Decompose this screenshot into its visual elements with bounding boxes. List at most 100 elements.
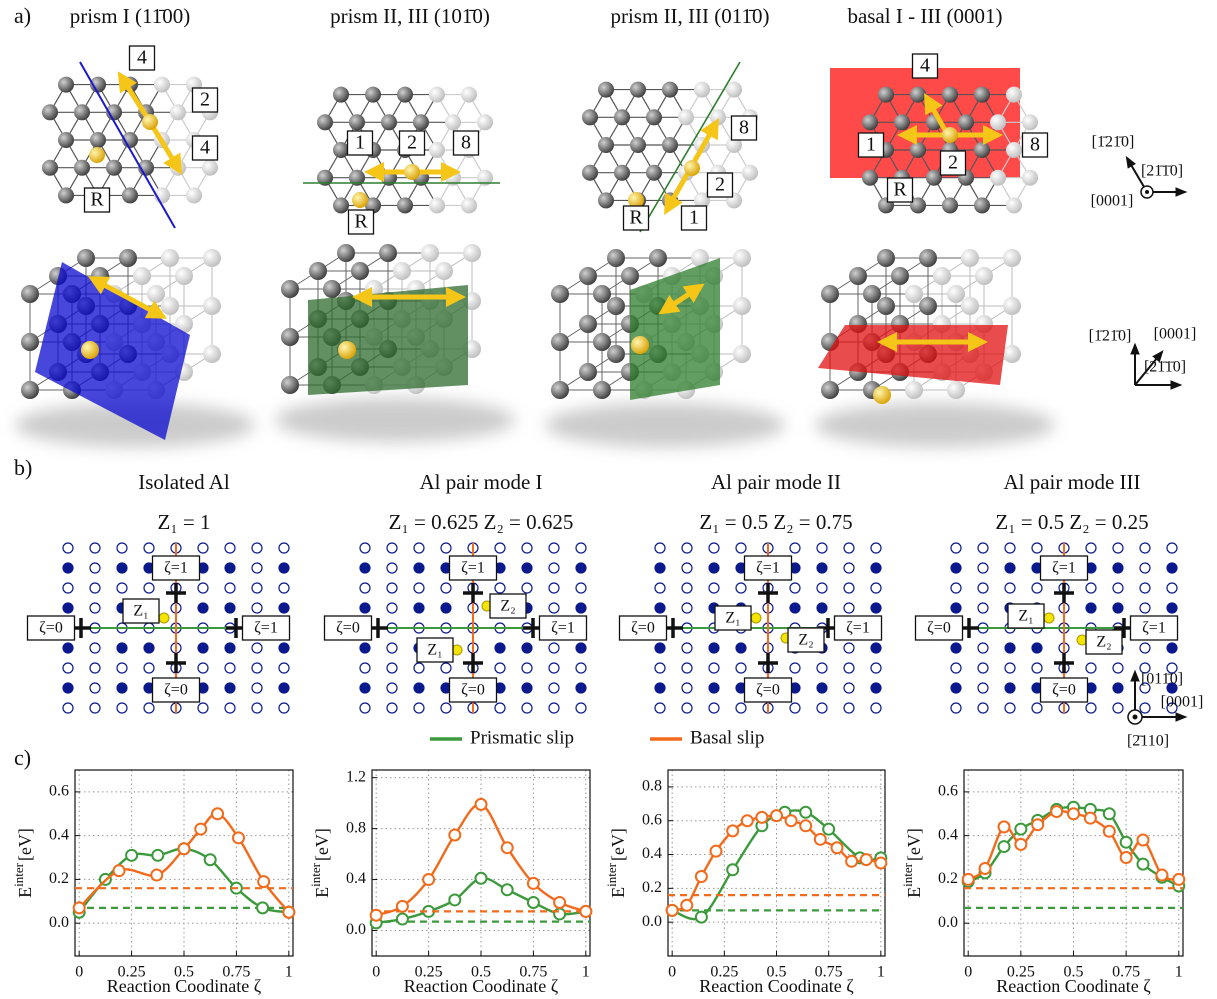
y-label-sup: inter: [604, 862, 619, 886]
lattice-site: [360, 703, 370, 713]
data-point: [823, 824, 834, 835]
lattice-site: [682, 663, 692, 673]
lattice-site: [736, 543, 746, 553]
lattice-site: [1005, 703, 1015, 713]
lattice-site: [817, 583, 827, 593]
x-tick-label: 1: [285, 964, 293, 981]
atom: [598, 137, 614, 153]
x-axis-label: Reaction Coodinate ζ: [996, 976, 1151, 996]
atom: [463, 244, 481, 262]
atom: [119, 249, 137, 267]
al-atom: [751, 613, 761, 623]
atom: [733, 345, 751, 363]
lattice-site: [1086, 663, 1096, 673]
lattice-site: [1113, 563, 1123, 573]
lattice-site: [1167, 583, 1177, 593]
data-point: [771, 810, 782, 821]
lattice-site: [951, 603, 961, 613]
atom: [333, 142, 349, 158]
atom: [365, 87, 381, 103]
al-atom: [159, 613, 169, 623]
lattice-site: [225, 583, 235, 593]
box-label: 4: [137, 47, 147, 69]
lattice-site: [709, 543, 719, 553]
lattice-site: [252, 563, 262, 573]
lattice-site: [1140, 543, 1150, 553]
atom: [81, 341, 99, 359]
atom: [90, 132, 106, 148]
atom: [905, 285, 923, 303]
lattice-site: [441, 663, 451, 673]
box-label: 1: [355, 132, 365, 154]
atom: [878, 87, 894, 103]
lattice-site: [951, 583, 961, 593]
atom: [974, 142, 990, 158]
lattice-site: [871, 703, 881, 713]
lattice-site: [549, 603, 559, 613]
data-point: [727, 825, 738, 836]
lattice-site: [387, 683, 397, 693]
atom: [77, 249, 95, 267]
atom: [429, 197, 445, 213]
lattice-site: [90, 543, 100, 553]
lattice-site: [709, 663, 719, 673]
lattice-site: [844, 663, 854, 673]
atom: [582, 109, 598, 125]
y-label-sup: inter: [11, 862, 26, 886]
box-label: ζ=1: [756, 560, 780, 577]
lattice-site: [871, 583, 881, 593]
data-point: [1121, 837, 1132, 848]
data-point: [742, 815, 753, 826]
lattice-site: [709, 563, 719, 573]
lattice-site: [682, 703, 692, 713]
lattice-site: [871, 683, 881, 693]
box-label: 4: [920, 55, 930, 77]
box-label: ζ=0: [631, 620, 655, 637]
atom: [631, 336, 649, 354]
data-point: [999, 841, 1010, 852]
atom: [281, 328, 299, 346]
lattice-site: [360, 643, 370, 653]
lattice-site: [63, 543, 73, 553]
atom: [161, 297, 179, 315]
slip-plane: [630, 258, 720, 400]
atom: [74, 160, 90, 176]
data-point: [999, 821, 1010, 832]
box-label: ζ=1: [461, 560, 485, 577]
y-label-sup: inter: [308, 862, 323, 886]
atom: [133, 267, 151, 285]
atom: [551, 333, 569, 351]
box-label: R: [90, 189, 104, 211]
lattice-site: [978, 543, 988, 553]
data-point: [554, 908, 565, 919]
lattice-site: [682, 683, 692, 693]
atom: [598, 82, 614, 98]
lattice-site: [655, 683, 665, 693]
lattice-site: [252, 583, 262, 593]
y-tick-label: 0.0: [346, 921, 366, 938]
lattice-site: [252, 543, 262, 553]
atom: [607, 249, 625, 267]
lattice-site: [1113, 683, 1123, 693]
z-values: Z₁ = 0.5 Z₂ = 0.75: [699, 510, 852, 534]
atom: [947, 381, 965, 399]
atom: [186, 187, 202, 203]
lattice-site: [522, 583, 532, 593]
lattice-site: [279, 703, 289, 713]
y-label-base: E: [608, 887, 628, 898]
lattice-site: [951, 703, 961, 713]
atom: [333, 87, 349, 103]
lattice-site: [522, 543, 532, 553]
lattice-site: [279, 543, 289, 553]
atom: [333, 197, 349, 213]
atom: [579, 363, 597, 381]
lattice-site: [90, 703, 100, 713]
lattice-site: [117, 563, 127, 573]
lattice-site: [871, 663, 881, 673]
lattice-site: [790, 703, 800, 713]
data-point: [1104, 826, 1115, 837]
atom: [435, 262, 453, 280]
atom: [1022, 114, 1038, 130]
lattice-site: [387, 583, 397, 593]
lattice-site: [655, 663, 665, 673]
